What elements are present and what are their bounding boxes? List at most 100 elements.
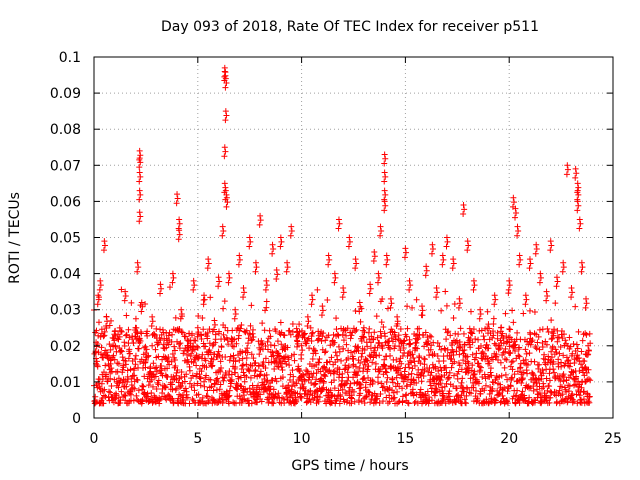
- scatter-point: [260, 388, 267, 395]
- scatter-point: [478, 327, 485, 334]
- scatter-point: [220, 377, 227, 384]
- scatter-point: [417, 360, 424, 367]
- scatter-point: [547, 247, 554, 254]
- scatter-point: [98, 326, 105, 333]
- scatter-point: [246, 234, 253, 241]
- scatter-point: [443, 336, 450, 343]
- scatter-point: [153, 385, 160, 392]
- scatter-point: [300, 372, 307, 379]
- scatter-point: [536, 346, 543, 353]
- scatter-point: [345, 355, 352, 362]
- scatter-point: [564, 342, 571, 349]
- scatter-point: [256, 221, 263, 228]
- scatter-point: [197, 375, 204, 382]
- scatter-point: [95, 319, 102, 326]
- scatter-point: [328, 354, 335, 361]
- scatter-point: [514, 232, 521, 239]
- scatter-point: [178, 306, 185, 313]
- scatter-point: [271, 342, 278, 349]
- scatter-point: [106, 341, 113, 348]
- scatter-point: [186, 380, 193, 387]
- scatter-point: [236, 252, 243, 259]
- scatter-point: [441, 383, 448, 390]
- scatter-point: [225, 341, 232, 348]
- scatter-point: [561, 331, 568, 338]
- scatter-point: [505, 286, 512, 293]
- scatter-point: [428, 250, 435, 257]
- scatter-point: [134, 377, 141, 384]
- scatter-point: [568, 285, 575, 292]
- scatter-point: [142, 350, 149, 357]
- scatter-point: [308, 330, 315, 337]
- scatter-point: [166, 284, 173, 291]
- scatter-point: [459, 375, 466, 382]
- scatter-point: [155, 353, 162, 360]
- scatter-point: [575, 328, 582, 335]
- scatter-point: [176, 231, 183, 238]
- scatter-point: [222, 75, 229, 82]
- scatter-point: [381, 198, 388, 205]
- scatter-point: [356, 380, 363, 387]
- scatter-point: [507, 349, 514, 356]
- scatter-point: [551, 326, 558, 333]
- scatter-point: [574, 207, 581, 214]
- scatter-point: [171, 356, 178, 363]
- scatter-point: [471, 282, 478, 289]
- scatter-point: [410, 355, 417, 362]
- scatter-point: [158, 285, 165, 292]
- scatter-point: [544, 387, 551, 394]
- scatter-point: [442, 288, 449, 295]
- scatter-point: [397, 347, 404, 354]
- scatter-point: [470, 277, 477, 284]
- scatter-point: [377, 391, 384, 398]
- scatter-point: [316, 355, 323, 362]
- scatter-point: [487, 365, 494, 372]
- scatter-point: [94, 363, 101, 370]
- scatter-point: [191, 387, 198, 394]
- scatter-point: [111, 337, 118, 344]
- scatter-point: [221, 374, 228, 381]
- scatter-point: [118, 328, 125, 335]
- scatter-point: [277, 243, 284, 250]
- y-tick-label: 0.06: [50, 194, 81, 210]
- scatter-point: [319, 303, 326, 310]
- scatter-point: [493, 351, 500, 358]
- scatter-point: [568, 294, 575, 301]
- scatter-point: [416, 325, 423, 332]
- scatter-point: [270, 400, 277, 407]
- scatter-point: [446, 352, 453, 359]
- scatter-point: [171, 347, 178, 354]
- scatter-point: [526, 350, 533, 357]
- scatter-point: [380, 323, 387, 330]
- scatter-point: [411, 362, 418, 369]
- scatter-point: [182, 385, 189, 392]
- scatter-point: [253, 264, 260, 271]
- scatter-point: [123, 383, 130, 390]
- scatter-point: [331, 279, 338, 286]
- scatter-point: [247, 322, 254, 329]
- x-tick-label: 15: [396, 431, 414, 447]
- scatter-point: [133, 392, 140, 399]
- scatter-point: [393, 374, 400, 381]
- scatter-point: [346, 234, 353, 241]
- scatter-point: [439, 252, 446, 259]
- scatter-point: [445, 328, 452, 335]
- scatter-point: [190, 277, 197, 284]
- scatter-point: [127, 391, 134, 398]
- scatter-point: [404, 376, 411, 383]
- scatter-point: [263, 298, 270, 305]
- scatter-point: [177, 315, 184, 322]
- scatter-point: [252, 359, 259, 366]
- scatter-point: [509, 358, 516, 365]
- scatter-point: [107, 369, 114, 376]
- scatter-point: [441, 345, 448, 352]
- scatter-point: [263, 282, 270, 289]
- scatter-point: [504, 400, 511, 407]
- scatter-point: [416, 354, 423, 361]
- scatter-point: [222, 108, 229, 115]
- scatter-point: [211, 381, 218, 388]
- scatter-point: [126, 350, 133, 357]
- scatter-point: [397, 371, 404, 378]
- scatter-point: [116, 333, 123, 340]
- scatter-point: [199, 351, 206, 358]
